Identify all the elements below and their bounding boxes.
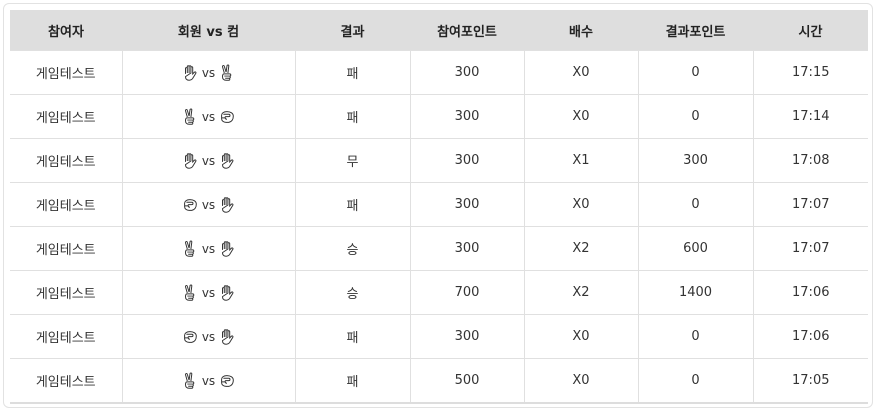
time-cell: 17:07 bbox=[752, 182, 868, 227]
vs-label: vs bbox=[201, 197, 216, 212]
table-row: 게임테스트 vs 패 300 X0 0 17:07 bbox=[10, 182, 868, 227]
game-results-table: 참여자 회원 vs 컴 결과 참여포인트 배수 결과포인트 시간 게임테스트 vs 패 300 X0… bbox=[10, 10, 868, 404]
result-points-cell: 0 bbox=[637, 94, 753, 139]
column-header: 시간 bbox=[753, 10, 868, 51]
table-row: 게임테스트 vs 승 300 X2 600 17:07 bbox=[10, 226, 868, 271]
result-cell: 무 bbox=[294, 138, 410, 183]
multiplier-cell: X0 bbox=[523, 50, 638, 95]
vs-label: vs bbox=[201, 329, 216, 344]
multiplier-cell: X1 bbox=[523, 138, 638, 183]
points-cell: 300 bbox=[409, 226, 524, 271]
points-cell: 300 bbox=[409, 314, 524, 359]
result-cell: 패 bbox=[294, 182, 410, 227]
column-header: 결과포인트 bbox=[638, 10, 753, 51]
player-cell: 게임테스트 bbox=[10, 138, 122, 183]
table-row: 게임테스트 vs 패 300 X0 0 17:15 bbox=[10, 50, 868, 95]
table-row: 게임테스트 vs 무 300 X1 300 17:08 bbox=[10, 138, 868, 183]
column-header: 참여포인트 bbox=[410, 10, 524, 51]
multiplier-cell: X0 bbox=[523, 358, 638, 403]
vs-label: vs bbox=[201, 109, 216, 124]
paper-hand-icon bbox=[218, 240, 236, 258]
vs-label: vs bbox=[201, 65, 216, 80]
paper-hand-icon bbox=[181, 64, 199, 82]
time-cell: 17:08 bbox=[752, 138, 868, 183]
vs-label: vs bbox=[201, 285, 216, 300]
points-cell: 700 bbox=[409, 270, 524, 315]
table-row: 게임테스트 vs 패 300 X0 0 17:14 bbox=[10, 94, 868, 139]
scissors-hand-icon bbox=[181, 372, 199, 390]
rock-hand-icon bbox=[181, 328, 199, 346]
results-panel bbox=[3, 3, 873, 408]
scissors-hand-icon bbox=[181, 284, 199, 302]
result-points-cell: 0 bbox=[637, 358, 753, 403]
result-points-cell: 0 bbox=[637, 50, 753, 95]
time-cell: 17:06 bbox=[752, 270, 868, 315]
points-cell: 300 bbox=[409, 182, 524, 227]
result-points-cell: 0 bbox=[637, 182, 753, 227]
scissors-hand-icon bbox=[181, 240, 199, 258]
paper-hand-icon bbox=[218, 152, 236, 170]
matchup-cell: vs bbox=[121, 94, 295, 139]
matchup-cell: vs bbox=[121, 314, 295, 359]
vs-label: vs bbox=[201, 153, 216, 168]
vs-label: vs bbox=[201, 373, 216, 388]
multiplier-cell: X0 bbox=[523, 314, 638, 359]
multiplier-cell: X2 bbox=[523, 270, 638, 315]
table-row: 게임테스트 vs 승 700 X2 1400 17:06 bbox=[10, 270, 868, 315]
paper-hand-icon bbox=[218, 196, 236, 214]
column-header: 회원 vs 컴 bbox=[122, 10, 295, 51]
result-cell: 승 bbox=[294, 226, 410, 271]
matchup-cell: vs bbox=[121, 50, 295, 95]
paper-hand-icon bbox=[218, 284, 236, 302]
table-row: 게임테스트 vs 패 300 X0 0 17:06 bbox=[10, 314, 868, 359]
result-points-cell: 600 bbox=[637, 226, 753, 271]
multiplier-cell: X0 bbox=[523, 182, 638, 227]
points-cell: 300 bbox=[409, 138, 524, 183]
time-cell: 17:15 bbox=[752, 50, 868, 95]
result-points-cell: 0 bbox=[637, 314, 753, 359]
result-cell: 패 bbox=[294, 94, 410, 139]
matchup-cell: vs bbox=[121, 226, 295, 271]
player-cell: 게임테스트 bbox=[10, 358, 122, 403]
column-header: 배수 bbox=[524, 10, 638, 51]
rock-hand-icon bbox=[181, 196, 199, 214]
matchup-cell: vs bbox=[121, 270, 295, 315]
scissors-hand-icon bbox=[181, 108, 199, 126]
table-header: 참여자 회원 vs 컴 결과 참여포인트 배수 결과포인트 시간 bbox=[10, 10, 868, 51]
vs-label: vs bbox=[201, 241, 216, 256]
result-cell: 승 bbox=[294, 270, 410, 315]
time-cell: 17:14 bbox=[752, 94, 868, 139]
scissors-hand-icon bbox=[218, 64, 236, 82]
rock-hand-icon bbox=[218, 372, 236, 390]
player-cell: 게임테스트 bbox=[10, 50, 122, 95]
player-cell: 게임테스트 bbox=[10, 314, 122, 359]
player-cell: 게임테스트 bbox=[10, 226, 122, 271]
column-header: 참여자 bbox=[10, 10, 122, 51]
rock-hand-icon bbox=[218, 108, 236, 126]
table-row: 게임테스트 vs 패 500 X0 0 17:05 bbox=[10, 358, 868, 403]
result-points-cell: 1400 bbox=[637, 270, 753, 315]
matchup-cell: vs bbox=[121, 182, 295, 227]
time-cell: 17:07 bbox=[752, 226, 868, 271]
paper-hand-icon bbox=[181, 152, 199, 170]
player-cell: 게임테스트 bbox=[10, 94, 122, 139]
points-cell: 300 bbox=[409, 50, 524, 95]
multiplier-cell: X2 bbox=[523, 226, 638, 271]
time-cell: 17:06 bbox=[752, 314, 868, 359]
result-cell: 패 bbox=[294, 314, 410, 359]
matchup-cell: vs bbox=[121, 138, 295, 183]
matchup-cell: vs bbox=[121, 358, 295, 403]
paper-hand-icon bbox=[218, 328, 236, 346]
column-header: 결과 bbox=[295, 10, 410, 51]
result-cell: 패 bbox=[294, 50, 410, 95]
player-cell: 게임테스트 bbox=[10, 182, 122, 227]
points-cell: 300 bbox=[409, 94, 524, 139]
result-points-cell: 300 bbox=[637, 138, 753, 183]
result-cell: 패 bbox=[294, 358, 410, 403]
points-cell: 500 bbox=[409, 358, 524, 403]
player-cell: 게임테스트 bbox=[10, 270, 122, 315]
multiplier-cell: X0 bbox=[523, 94, 638, 139]
time-cell: 17:05 bbox=[752, 358, 868, 403]
